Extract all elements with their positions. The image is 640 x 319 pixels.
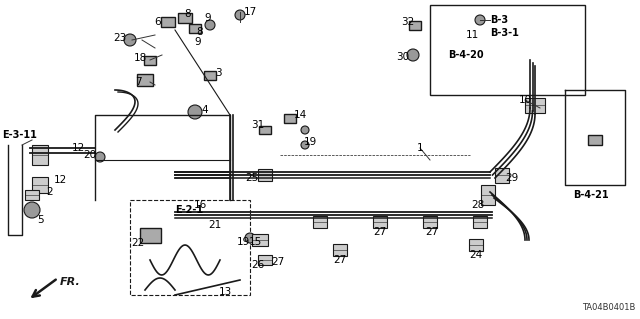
Circle shape: [245, 233, 255, 243]
Text: 18: 18: [133, 53, 147, 63]
Text: 11: 11: [465, 30, 479, 40]
Text: 27: 27: [271, 257, 285, 267]
Bar: [252, 234, 268, 246]
Bar: [284, 114, 296, 122]
Text: 22: 22: [131, 238, 145, 248]
Circle shape: [124, 34, 136, 46]
Text: 12: 12: [53, 175, 67, 185]
Text: E-3-11: E-3-11: [2, 130, 37, 140]
Circle shape: [301, 141, 309, 149]
Text: B-3: B-3: [490, 15, 508, 25]
Circle shape: [235, 10, 245, 20]
Circle shape: [407, 49, 419, 61]
Text: 9: 9: [195, 37, 202, 47]
Text: 27: 27: [373, 227, 387, 237]
Bar: [130, 200, 250, 295]
Text: 9: 9: [205, 13, 211, 23]
Bar: [481, 185, 495, 205]
Text: 27: 27: [426, 227, 438, 237]
Text: 14: 14: [293, 110, 307, 120]
Bar: [469, 239, 483, 251]
Bar: [144, 56, 156, 64]
Text: 7: 7: [134, 77, 141, 87]
Bar: [258, 255, 272, 265]
Bar: [495, 167, 509, 182]
Bar: [32, 177, 48, 193]
Circle shape: [188, 105, 202, 119]
Text: 19: 19: [303, 137, 317, 147]
Text: 15: 15: [248, 237, 262, 247]
Text: 4: 4: [202, 105, 208, 115]
Text: 20: 20: [83, 150, 97, 160]
Bar: [136, 74, 154, 86]
Text: 31: 31: [252, 120, 264, 130]
Text: 6: 6: [155, 17, 161, 27]
Text: 16: 16: [193, 200, 207, 210]
Text: 32: 32: [401, 17, 415, 27]
Text: B-4-20: B-4-20: [448, 50, 484, 60]
Text: 21: 21: [209, 220, 221, 230]
Bar: [258, 169, 272, 181]
Bar: [204, 70, 216, 79]
Text: 8: 8: [185, 9, 191, 19]
Circle shape: [301, 126, 309, 134]
Bar: [430, 5, 585, 95]
Bar: [525, 98, 545, 113]
Bar: [32, 145, 48, 165]
Bar: [473, 216, 487, 228]
Text: B-4-21: B-4-21: [573, 190, 609, 200]
Text: 17: 17: [243, 7, 257, 17]
Bar: [140, 227, 161, 242]
Text: 8: 8: [196, 27, 204, 37]
Text: 25: 25: [245, 173, 259, 183]
Text: 2: 2: [47, 187, 53, 197]
Bar: [161, 17, 175, 27]
Text: 12: 12: [72, 143, 84, 153]
Text: 24: 24: [469, 250, 483, 260]
Bar: [423, 216, 437, 228]
Text: E-2-1: E-2-1: [175, 205, 203, 215]
Circle shape: [205, 20, 215, 30]
Text: 23: 23: [113, 33, 127, 43]
Bar: [333, 244, 347, 256]
Bar: [25, 190, 39, 200]
Text: TA04B0401B: TA04B0401B: [582, 303, 635, 312]
Bar: [178, 13, 192, 23]
Text: 26: 26: [252, 260, 264, 270]
Text: 30: 30: [396, 52, 410, 62]
Text: 27: 27: [333, 255, 347, 265]
Text: 29: 29: [506, 173, 518, 183]
Circle shape: [475, 15, 485, 25]
Bar: [588, 135, 602, 145]
Bar: [313, 216, 327, 228]
Text: 1: 1: [417, 143, 423, 153]
Bar: [373, 216, 387, 228]
Text: FR.: FR.: [60, 277, 81, 287]
Bar: [259, 126, 271, 134]
Circle shape: [24, 202, 40, 218]
Circle shape: [95, 152, 105, 162]
Bar: [189, 24, 202, 33]
Text: 3: 3: [214, 68, 221, 78]
Bar: [409, 20, 421, 29]
Text: 5: 5: [36, 215, 44, 225]
Text: 19: 19: [236, 237, 250, 247]
Text: 10: 10: [518, 95, 532, 105]
Text: 28: 28: [472, 200, 484, 210]
Text: 13: 13: [218, 287, 232, 297]
Text: B-3-1: B-3-1: [490, 28, 519, 38]
